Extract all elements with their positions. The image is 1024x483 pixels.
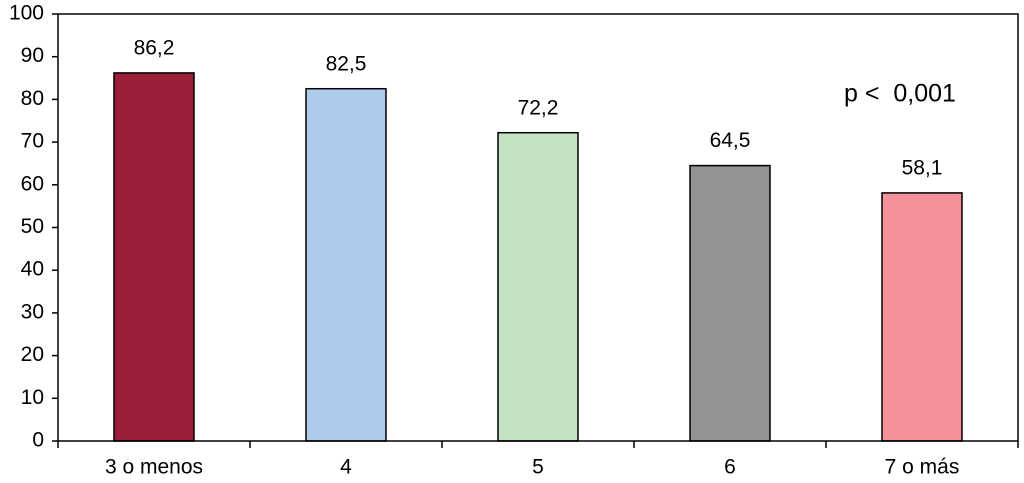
x-tick-label: 4 [340, 456, 352, 479]
y-tick-label: 60 [21, 172, 44, 195]
bar [305, 87, 387, 442]
y-tick-label: 40 [21, 258, 44, 281]
value-label: 82,5 [326, 52, 367, 75]
y-tick-label: 50 [21, 215, 44, 238]
bar [689, 164, 771, 442]
y-tick-label: 70 [21, 130, 44, 153]
value-label: 64,5 [710, 129, 751, 152]
bar [497, 131, 579, 442]
y-tick-label: 100 [9, 2, 44, 25]
x-tick-label: 7 o más [885, 456, 960, 479]
y-tick-label: 30 [21, 300, 44, 323]
x-tick-label: 6 [724, 456, 736, 479]
bar [881, 192, 963, 442]
annotation: p < 0,001 [844, 80, 956, 108]
value-label: 86,2 [134, 36, 175, 59]
y-tick-label: 90 [21, 44, 44, 67]
bar [113, 72, 195, 442]
y-tick-label: 20 [21, 343, 44, 366]
plot-frame [57, 13, 1019, 442]
y-tick-label: 80 [21, 87, 44, 110]
y-tick-label: 10 [21, 386, 44, 409]
x-tick-label: 5 [532, 456, 544, 479]
value-label: 72,2 [518, 96, 559, 119]
x-tick-label: 3 o menos [105, 456, 203, 479]
value-label: 58,1 [902, 156, 943, 179]
y-tick-label: 0 [32, 429, 44, 452]
